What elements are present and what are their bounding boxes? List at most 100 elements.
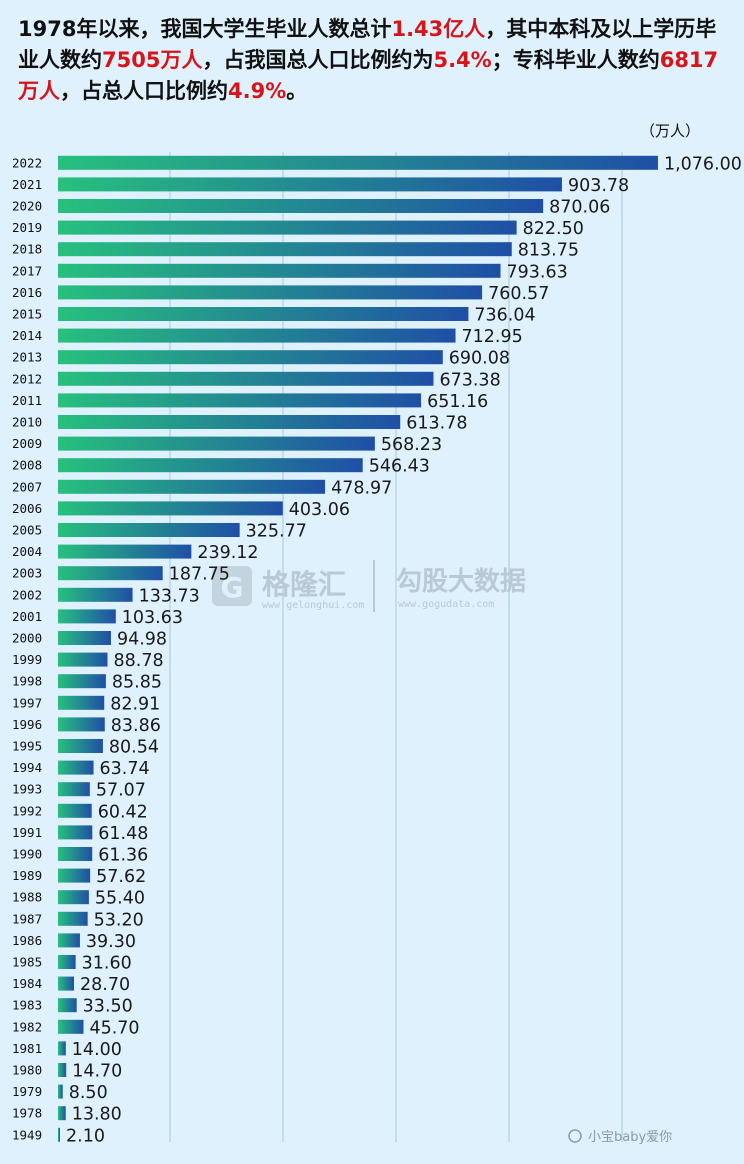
value-label: 403.06 bbox=[289, 500, 350, 520]
value-label: 813.75 bbox=[518, 241, 579, 261]
value-label: 28.70 bbox=[80, 975, 130, 995]
bar bbox=[58, 371, 434, 386]
year-label: 2004 bbox=[12, 544, 42, 559]
year-label: 1992 bbox=[12, 803, 42, 818]
value-label: 822.50 bbox=[523, 219, 584, 239]
year-label: 2012 bbox=[12, 371, 42, 386]
value-label: 31.60 bbox=[82, 954, 132, 974]
headline-text-6: 。 bbox=[286, 79, 308, 103]
bar bbox=[58, 523, 240, 537]
value-label: 14.00 bbox=[72, 1040, 122, 1060]
value-label: 103.63 bbox=[122, 608, 183, 628]
value-label: 239.12 bbox=[197, 543, 258, 563]
watermark-gelonghui: 格隆汇 bbox=[262, 568, 346, 601]
year-label: 1983 bbox=[12, 998, 42, 1013]
bar bbox=[58, 479, 326, 494]
value-label: 712.95 bbox=[462, 327, 523, 347]
bar bbox=[58, 955, 76, 969]
bar bbox=[58, 350, 443, 365]
bar bbox=[58, 587, 133, 602]
year-label: 2018 bbox=[12, 242, 42, 257]
value-label: 325.77 bbox=[246, 522, 307, 542]
headline-text-2: ，其中本科及以上学历毕业人数约 bbox=[18, 17, 717, 72]
value-label: 14.70 bbox=[72, 1062, 122, 1082]
value-label: 57.62 bbox=[96, 867, 146, 887]
bar bbox=[58, 739, 103, 753]
value-label: 133.73 bbox=[139, 586, 200, 606]
bar bbox=[58, 458, 363, 473]
headline-total: 1.43亿人 bbox=[391, 17, 486, 41]
year-label: 1982 bbox=[12, 1019, 42, 1034]
year-label: 1993 bbox=[12, 782, 42, 797]
bar bbox=[58, 544, 192, 559]
bar bbox=[58, 847, 93, 861]
year-label: 1994 bbox=[12, 760, 42, 775]
year-label: 2005 bbox=[12, 523, 42, 538]
bar bbox=[58, 415, 401, 429]
value-label: 651.16 bbox=[427, 392, 488, 412]
bar bbox=[58, 911, 88, 926]
bar bbox=[58, 803, 92, 818]
credit-text: 小宝baby爱你 bbox=[588, 1130, 672, 1145]
year-label: 2019 bbox=[12, 220, 42, 235]
year-label: 2015 bbox=[12, 307, 42, 322]
value-label: 63.74 bbox=[100, 759, 150, 779]
bar bbox=[58, 695, 105, 710]
bar bbox=[58, 177, 562, 192]
value-label: 57.07 bbox=[96, 781, 146, 801]
bar bbox=[58, 1063, 67, 1077]
year-label: 2014 bbox=[12, 328, 42, 343]
svg-text:G: G bbox=[221, 571, 244, 604]
year-label: 1987 bbox=[12, 911, 42, 926]
year-label: 1996 bbox=[12, 717, 42, 732]
year-label: 1986 bbox=[12, 933, 42, 948]
bar bbox=[58, 393, 422, 408]
bar bbox=[58, 242, 512, 257]
year-label: 2022 bbox=[12, 155, 42, 170]
year-label: 1991 bbox=[12, 825, 42, 840]
value-label: 673.38 bbox=[439, 370, 500, 390]
headline-bachelor: 7505万人 bbox=[102, 48, 203, 72]
value-label: 85.85 bbox=[112, 673, 162, 693]
value-label: 870.06 bbox=[549, 198, 610, 218]
bar bbox=[58, 652, 108, 667]
bar bbox=[58, 328, 456, 343]
year-label: 1989 bbox=[12, 868, 42, 883]
value-label: 1,076.00 bbox=[664, 154, 742, 174]
bar bbox=[58, 631, 111, 645]
value-label: 61.48 bbox=[98, 824, 148, 844]
bar bbox=[58, 155, 658, 170]
value-label: 33.50 bbox=[83, 997, 133, 1017]
bars: 2022 1,076.00 2021 903.78 2020 870.06 2019 822.… bbox=[12, 154, 742, 1146]
value-label: 45.70 bbox=[89, 1018, 139, 1038]
headline-junior-ratio: 4.9% bbox=[228, 79, 287, 103]
value-label: 793.63 bbox=[507, 262, 568, 282]
value-label: 82.91 bbox=[110, 694, 160, 714]
bar bbox=[58, 890, 89, 905]
year-label: 2003 bbox=[12, 566, 42, 581]
year-label: 1990 bbox=[12, 847, 42, 862]
bar bbox=[58, 220, 517, 235]
bar bbox=[58, 1019, 84, 1034]
bar bbox=[58, 1041, 66, 1056]
bar bbox=[58, 933, 80, 948]
year-label: 2006 bbox=[12, 501, 42, 516]
value-label: 546.43 bbox=[369, 457, 430, 477]
watermark-gogudata-url: www.gogudata.com bbox=[398, 599, 494, 610]
year-label: 2001 bbox=[12, 609, 42, 624]
value-label: 760.57 bbox=[488, 284, 549, 304]
year-label: 1984 bbox=[12, 976, 42, 991]
value-label: 8.50 bbox=[69, 1083, 108, 1103]
value-label: 61.36 bbox=[98, 846, 148, 866]
year-label: 1999 bbox=[12, 652, 42, 667]
year-label: 2017 bbox=[12, 263, 42, 278]
headline-text-1: 1978年以来，我国大学生毕业人数总计 bbox=[18, 17, 392, 41]
year-label: 2020 bbox=[12, 199, 42, 214]
year-label: 1979 bbox=[12, 1084, 42, 1099]
bar bbox=[58, 717, 105, 732]
year-label: 1978 bbox=[12, 1106, 42, 1121]
value-label: 187.75 bbox=[169, 565, 230, 585]
gelonghui-logo-icon: G bbox=[212, 566, 252, 606]
gridlines bbox=[169, 152, 623, 1142]
year-label: 1988 bbox=[12, 890, 42, 905]
